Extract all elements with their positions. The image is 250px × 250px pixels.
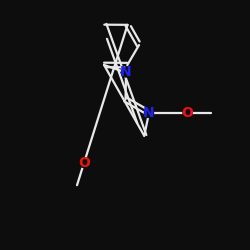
Text: N: N — [120, 66, 132, 80]
Circle shape — [80, 158, 88, 168]
Text: N: N — [143, 106, 155, 120]
Circle shape — [122, 68, 130, 77]
Circle shape — [183, 108, 192, 118]
Text: O: O — [78, 156, 90, 170]
Text: O: O — [182, 106, 194, 120]
Circle shape — [144, 108, 154, 118]
